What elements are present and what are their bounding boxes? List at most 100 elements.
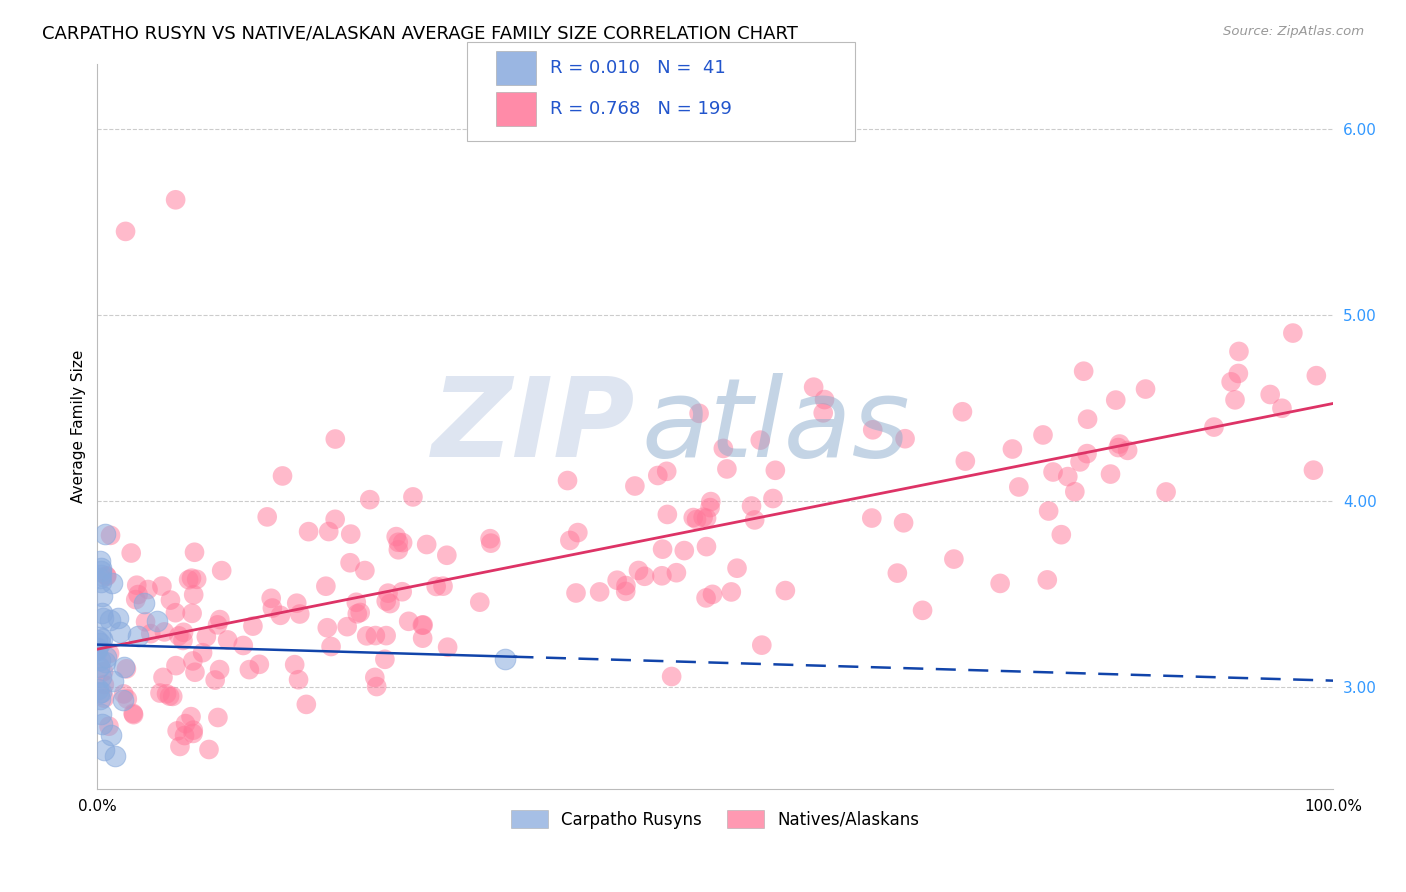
Point <box>436 548 458 562</box>
Point <box>557 474 579 488</box>
Point <box>1032 428 1054 442</box>
Point <box>415 537 437 551</box>
Text: CARPATHO RUSYN VS NATIVE/ALASKAN AVERAGE FAMILY SIZE CORRELATION CHART: CARPATHO RUSYN VS NATIVE/ALASKAN AVERAGE… <box>42 25 799 43</box>
Point <box>107 611 129 625</box>
Point <box>1227 344 1250 359</box>
Point <box>860 511 883 525</box>
Point <box>1099 467 1122 481</box>
Point <box>479 536 502 550</box>
Point <box>181 607 204 621</box>
Point <box>412 618 434 632</box>
Point <box>588 585 610 599</box>
Point <box>100 528 122 542</box>
Point <box>181 726 204 740</box>
Point <box>122 706 145 721</box>
Point <box>751 638 773 652</box>
Point <box>173 729 195 743</box>
Point <box>356 629 378 643</box>
Point <box>153 624 176 639</box>
Point <box>96 569 118 583</box>
Point <box>894 432 917 446</box>
Point <box>657 508 679 522</box>
Point <box>1063 484 1085 499</box>
Point <box>232 639 254 653</box>
Point <box>256 509 278 524</box>
Point <box>655 464 678 478</box>
Point <box>988 576 1011 591</box>
Point <box>288 607 311 621</box>
Point <box>359 492 381 507</box>
Point <box>744 513 766 527</box>
Point <box>242 619 264 633</box>
Point <box>886 566 908 580</box>
Point <box>1069 455 1091 469</box>
Point <box>1107 441 1129 455</box>
Point <box>112 660 135 674</box>
Point <box>125 592 148 607</box>
Point <box>387 542 409 557</box>
Point <box>94 527 117 541</box>
Point <box>104 749 127 764</box>
Point <box>1223 392 1246 407</box>
Point <box>177 573 200 587</box>
Point <box>180 571 202 585</box>
Point <box>942 552 965 566</box>
Point <box>749 433 772 447</box>
Point <box>97 719 120 733</box>
Point <box>191 646 214 660</box>
Point <box>101 576 124 591</box>
Point <box>624 479 647 493</box>
Point <box>1038 504 1060 518</box>
Point <box>1008 480 1031 494</box>
Point <box>354 564 377 578</box>
Point <box>183 545 205 559</box>
Point <box>159 593 181 607</box>
Point <box>1108 437 1130 451</box>
Point <box>127 628 149 642</box>
Point <box>375 594 398 608</box>
Point <box>217 632 239 647</box>
Point <box>262 601 284 615</box>
Point <box>98 647 121 661</box>
Point <box>1305 368 1327 383</box>
Point <box>101 674 124 689</box>
Point <box>398 615 420 629</box>
Point <box>269 608 291 623</box>
Point <box>149 686 172 700</box>
Point <box>375 629 398 643</box>
Point <box>295 698 318 712</box>
Text: ZIP: ZIP <box>432 373 636 480</box>
Point <box>1271 401 1294 416</box>
Point <box>695 591 717 605</box>
Point <box>558 533 581 548</box>
Point <box>114 224 136 238</box>
Point <box>468 595 491 609</box>
Point <box>1077 412 1099 426</box>
Point <box>1258 387 1281 401</box>
Point <box>432 579 454 593</box>
Point <box>122 707 145 722</box>
Point <box>323 432 346 446</box>
Legend: Carpatho Rusyns, Natives/Alaskans: Carpatho Rusyns, Natives/Alaskans <box>505 804 927 835</box>
Point <box>1050 527 1073 541</box>
Point <box>391 584 413 599</box>
Point <box>207 618 229 632</box>
Point <box>238 663 260 677</box>
Point <box>725 561 748 575</box>
Point <box>284 657 307 672</box>
Point <box>412 631 434 645</box>
Point <box>89 686 111 700</box>
Point <box>93 691 115 706</box>
Point <box>159 689 181 703</box>
Point <box>651 569 673 583</box>
Point <box>627 564 650 578</box>
Point <box>169 739 191 754</box>
Point <box>385 530 408 544</box>
Y-axis label: Average Family Size: Average Family Size <box>72 350 86 503</box>
Point <box>93 743 115 757</box>
Point <box>763 463 786 477</box>
Point <box>100 728 122 742</box>
Point <box>207 710 229 724</box>
Point <box>339 556 361 570</box>
Point <box>1073 364 1095 378</box>
